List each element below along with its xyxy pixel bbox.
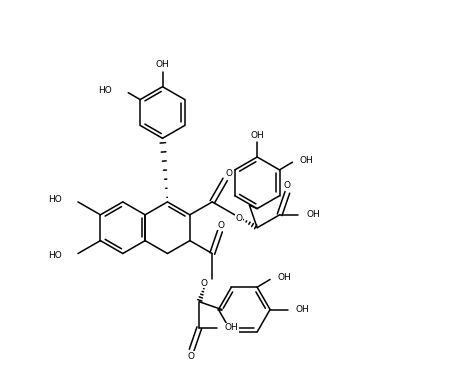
Text: O: O xyxy=(200,279,207,288)
Text: OH: OH xyxy=(295,305,308,314)
Text: OH: OH xyxy=(224,323,238,332)
Text: HO: HO xyxy=(48,251,62,260)
Text: OH: OH xyxy=(276,273,290,282)
Text: HO: HO xyxy=(48,195,62,204)
Text: OH: OH xyxy=(250,131,263,139)
Text: OH: OH xyxy=(155,60,169,69)
Text: OH: OH xyxy=(306,210,320,219)
Text: HO: HO xyxy=(98,86,112,95)
Text: O: O xyxy=(225,169,232,178)
Text: O: O xyxy=(283,181,290,190)
Text: O: O xyxy=(235,214,242,223)
Text: O: O xyxy=(217,221,224,229)
Text: O: O xyxy=(187,352,193,361)
Text: OH: OH xyxy=(299,156,313,165)
